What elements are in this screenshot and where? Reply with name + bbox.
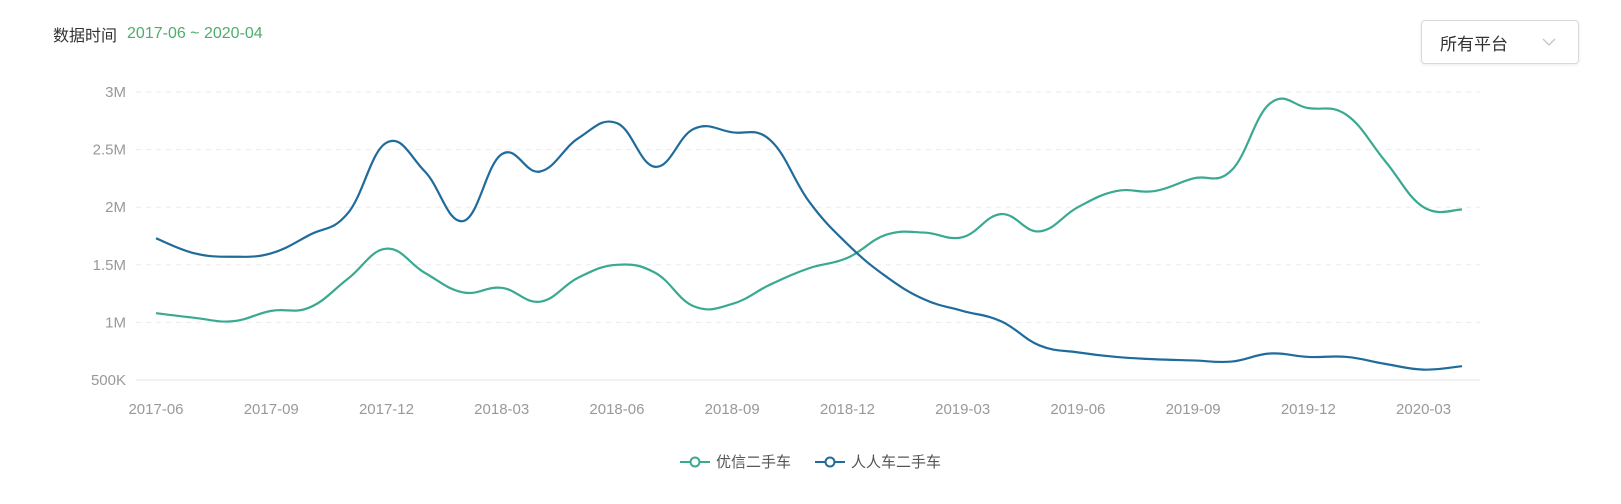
- x-tick-label: 2018-09: [705, 401, 760, 418]
- x-tick-label: 2018-03: [474, 401, 529, 418]
- x-tick-label: 2018-06: [589, 401, 644, 418]
- y-tick-label: 3M: [105, 84, 126, 101]
- x-tick-label: 2018-12: [820, 401, 875, 418]
- x-tick-label: 2020-03: [1396, 401, 1451, 418]
- x-tick-label: 2017-12: [359, 401, 414, 418]
- platform-select[interactable]: 所有平台: [1421, 20, 1579, 64]
- x-tick-label: 2019-12: [1281, 401, 1336, 418]
- y-tick-label: 1.5M: [93, 257, 126, 274]
- chevron-down-icon: [1542, 38, 1556, 46]
- y-tick-label: 2M: [105, 199, 126, 216]
- y-tick-label: 1M: [105, 314, 126, 331]
- legend-label: 优信二手车: [715, 454, 791, 471]
- x-tick-label: 2017-09: [244, 401, 299, 418]
- x-tick-label: 2019-03: [935, 401, 990, 418]
- x-tick-label: 2019-09: [1166, 401, 1221, 418]
- line-circle-marker-icon: [679, 456, 710, 467]
- line-circle-marker-icon: [815, 456, 845, 467]
- legend-item-youxin[interactable]: 优信二手车: [679, 451, 791, 472]
- data-time-header: 数据时间 2017-06 ~ 2020-04: [53, 22, 263, 46]
- x-tick-label: 2017-06: [128, 401, 183, 418]
- platform-select-value: 所有平台: [1440, 34, 1508, 54]
- legend-label: 人人车二手车: [851, 454, 942, 471]
- y-tick-label: 2.5M: [93, 142, 126, 159]
- y-tick-label: 500K: [91, 372, 126, 389]
- line-chart: 500K 1M 1.5M 2M 2.5M 3M 2017-06 2017-09 2017-12 2…: [91, 84, 1480, 418]
- x-tick-label: 2019-06: [1050, 401, 1105, 418]
- series-line-renrenche[interactable]: [155, 120, 1463, 371]
- legend-item-renrenche[interactable]: 人人车二手车: [815, 451, 941, 472]
- series-line-youxin[interactable]: [155, 97, 1463, 323]
- data-time-range: 2017-06 ~ 2020-04: [127, 25, 263, 42]
- data-time-label: 数据时间: [53, 28, 118, 45]
- chart-legend: 优信二手车 人人车二手车: [0, 451, 1621, 472]
